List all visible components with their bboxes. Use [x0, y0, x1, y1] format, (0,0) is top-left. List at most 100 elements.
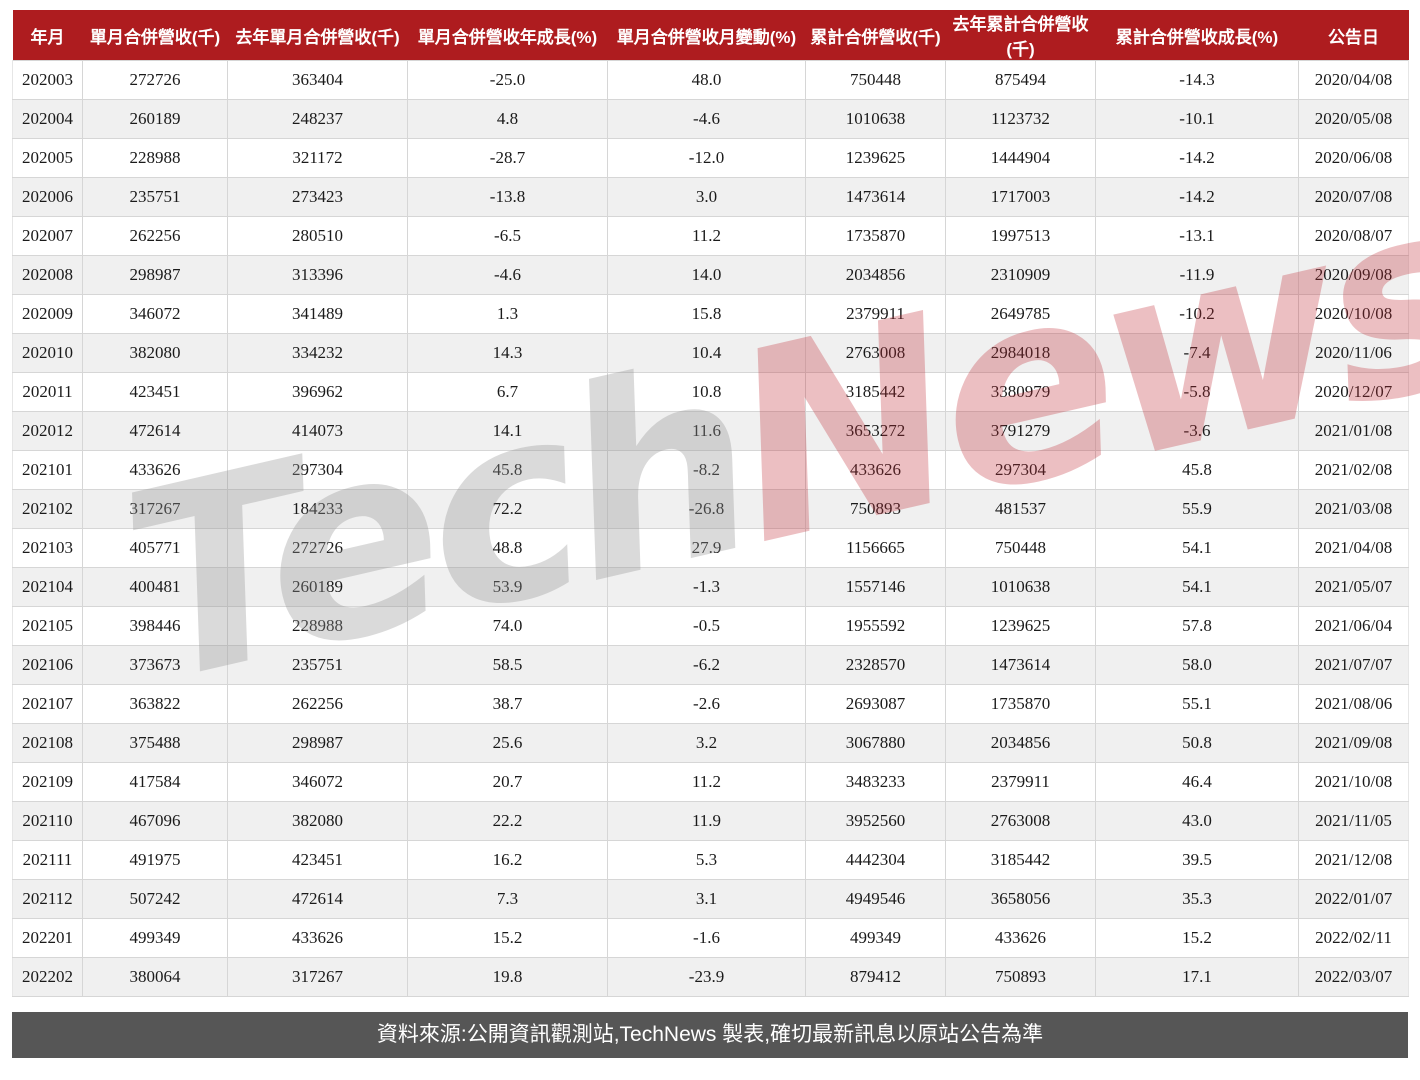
- cell: 202003: [12, 60, 83, 100]
- cell: 334232: [227, 333, 408, 373]
- table-row: 202011 423451 396962 6.7 10.8 3185442 3380979-…: [12, 372, 1409, 412]
- cell: 1557146: [805, 567, 946, 607]
- cell: 202102: [12, 489, 83, 529]
- table-row: 202003 272726 363404 -25.0 48.0 750448 875494-…: [12, 60, 1409, 100]
- table-row: 202104 400481 260189 53.9 -1.3 1557146 1010638…: [12, 567, 1409, 607]
- cell: 2763008: [945, 801, 1096, 841]
- cell: 2020/10/08: [1298, 294, 1409, 334]
- cell: 499349: [805, 918, 946, 958]
- column-header: 累計合併營收成長(%): [1095, 10, 1299, 61]
- cell: 202103: [12, 528, 83, 568]
- table-row: 202202 380064 317267 19.8 -23.9 879412 750893 1…: [12, 957, 1409, 997]
- column-header: 單月合併營收年成長(%): [407, 10, 608, 61]
- cell: 879412: [805, 957, 946, 997]
- cell: 2034856: [805, 255, 946, 295]
- cell: 398446: [82, 606, 228, 646]
- cell: -28.7: [407, 138, 608, 178]
- cell: 433626: [82, 450, 228, 490]
- column-header: 去年累計合併營收(千): [945, 10, 1096, 61]
- cell: 202202: [12, 957, 83, 997]
- cell: 491975: [82, 840, 228, 880]
- cell: 58.0: [1095, 645, 1299, 685]
- cell: 14.3: [407, 333, 608, 373]
- cell: 2649785: [945, 294, 1096, 334]
- column-header: 單月合併營收(千): [82, 10, 228, 61]
- cell: 1473614: [945, 645, 1096, 685]
- cell: 235751: [227, 645, 408, 685]
- column-header: 年月: [12, 10, 83, 61]
- cell: 2020/12/07: [1298, 372, 1409, 412]
- cell: 202111: [12, 840, 83, 880]
- cell: -11.9: [1095, 255, 1299, 295]
- cell: -14.2: [1095, 177, 1299, 217]
- cell: 57.8: [1095, 606, 1299, 646]
- cell: -6.5: [407, 216, 608, 256]
- cell: 1010638: [945, 567, 1096, 607]
- table-row: 202103 405771 272726 48.8 27.9 1156665 750448 5…: [12, 528, 1409, 568]
- cell: 35.3: [1095, 879, 1299, 919]
- cell: 2328570: [805, 645, 946, 685]
- cell: 4949546: [805, 879, 946, 919]
- cell: 2021/05/07: [1298, 567, 1409, 607]
- cell: 202010: [12, 333, 83, 373]
- cell: 346072: [227, 762, 408, 802]
- cell: 2020/04/08: [1298, 60, 1409, 100]
- cell: 11.6: [607, 411, 806, 451]
- cell: 22.2: [407, 801, 608, 841]
- cell: 6.7: [407, 372, 608, 412]
- table-row: 202008 298987 313396 -4.6 14.0 2034856 2310909…: [12, 255, 1409, 295]
- cell: 25.6: [407, 723, 608, 763]
- cell: 72.2: [407, 489, 608, 529]
- cell: 248237: [227, 99, 408, 139]
- cell: 417584: [82, 762, 228, 802]
- cell: 297304: [227, 450, 408, 490]
- cell: 45.8: [407, 450, 608, 490]
- cell: 202008: [12, 255, 83, 295]
- cell: 1735870: [805, 216, 946, 256]
- source-footer: 資料來源:公開資訊觀測站,TechNews 製表,確切最新訊息以原站公告為準: [12, 1012, 1408, 1058]
- cell: 3952560: [805, 801, 946, 841]
- cell: -12.0: [607, 138, 806, 178]
- cell: 2021/09/08: [1298, 723, 1409, 763]
- cell: 55.9: [1095, 489, 1299, 529]
- cell: 15.8: [607, 294, 806, 334]
- cell: 11.2: [607, 216, 806, 256]
- cell: 5.3: [607, 840, 806, 880]
- cell: 38.7: [407, 684, 608, 724]
- cell: 363822: [82, 684, 228, 724]
- cell: 11.9: [607, 801, 806, 841]
- table-row: 202112 507242 472614 7.3 3.1 4949546 3658056 35…: [12, 879, 1409, 919]
- table-row: 202007 262256 280510 -6.5 11.2 1735870 1997513…: [12, 216, 1409, 256]
- cell: 2021/10/08: [1298, 762, 1409, 802]
- cell: 3.1: [607, 879, 806, 919]
- cell: 202109: [12, 762, 83, 802]
- cell: -5.8: [1095, 372, 1299, 412]
- cell: 298987: [227, 723, 408, 763]
- cell: -10.2: [1095, 294, 1299, 334]
- cell: 2021/07/07: [1298, 645, 1409, 685]
- cell: -7.4: [1095, 333, 1299, 373]
- cell: 3658056: [945, 879, 1096, 919]
- cell: 48.0: [607, 60, 806, 100]
- cell: 272726: [82, 60, 228, 100]
- cell: 875494: [945, 60, 1096, 100]
- cell: 2021/11/05: [1298, 801, 1409, 841]
- table-row: 202004 260189 248237 4.8 -4.6 1010638 1123732-…: [12, 99, 1409, 139]
- cell: 472614: [82, 411, 228, 451]
- cell: 346072: [82, 294, 228, 334]
- cell: 400481: [82, 567, 228, 607]
- cell: 507242: [82, 879, 228, 919]
- table-body: 202003 272726 363404 -25.0 48.0 750448 875494-…: [12, 60, 1409, 997]
- cell: 2021/03/08: [1298, 489, 1409, 529]
- cell: -25.0: [407, 60, 608, 100]
- column-header: 公告日: [1298, 10, 1409, 61]
- cell: 20.7: [407, 762, 608, 802]
- table-row: 202006 235751 273423 -13.8 3.0 1473614 1717003…: [12, 177, 1409, 217]
- cell: 4.8: [407, 99, 608, 139]
- cell: 17.1: [1095, 957, 1299, 997]
- cell: 750448: [945, 528, 1096, 568]
- cell: 280510: [227, 216, 408, 256]
- cell: 405771: [82, 528, 228, 568]
- cell: 3380979: [945, 372, 1096, 412]
- cell: 55.1: [1095, 684, 1299, 724]
